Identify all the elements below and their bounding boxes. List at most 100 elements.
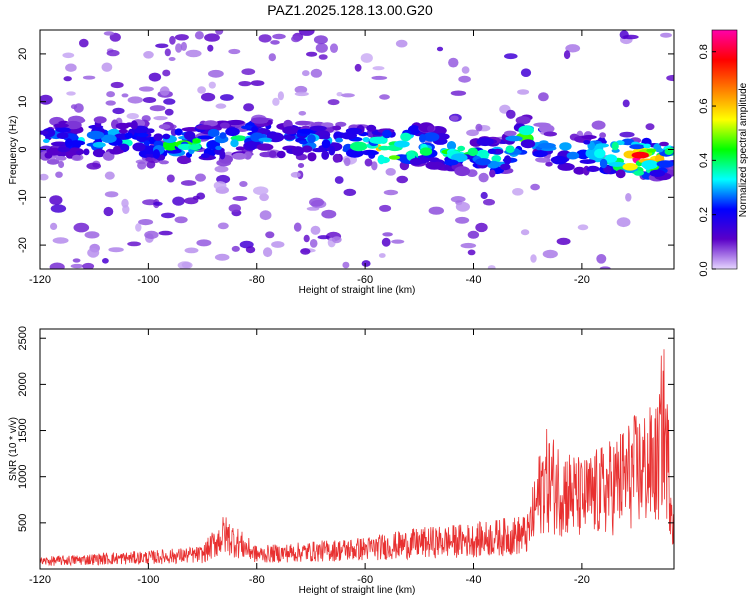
- snr-x-tick-label: -60: [357, 574, 373, 586]
- spectrogram-cell: [122, 205, 130, 214]
- spectrogram-cell: [451, 153, 468, 163]
- spectrogram-cell: [503, 155, 512, 165]
- spectrogram-cell: [467, 249, 476, 256]
- spectrogram-cell: [106, 91, 115, 98]
- snr-frame: [39, 328, 675, 570]
- spectrogram-cell: [258, 34, 272, 43]
- spectrogram-cell: [109, 148, 122, 155]
- spectrogram-cell: [475, 158, 491, 166]
- spectrogram-cell: [169, 35, 176, 45]
- spectrogram-cell: [174, 128, 183, 136]
- spectrogram-cell: [137, 161, 147, 170]
- spectrogram-cell: [263, 247, 273, 258]
- spectrogram-cell: [301, 145, 313, 153]
- spectrogram-cell: [566, 151, 580, 160]
- spectrogram-cell: [460, 242, 477, 249]
- spectrogram-cell: [450, 196, 466, 203]
- spectrogram-cell: [310, 68, 323, 78]
- spectrogram-cell: [203, 120, 218, 127]
- spectrogram-cell: [307, 134, 316, 144]
- spectrogram-cell: [241, 125, 254, 130]
- spectrogram-cell: [65, 151, 75, 159]
- colorbar-tick-label: 0.0: [698, 261, 710, 276]
- spectrogram-x-ticks: -120 -100 -80 -60 -40 -20: [29, 30, 590, 286]
- spectrogram-cell: [291, 146, 304, 157]
- spectrogram-cell: [142, 97, 157, 103]
- spectrogram-cell: [174, 216, 188, 224]
- spectrogram-cell: [321, 122, 334, 128]
- spectrogram-cell: [427, 125, 434, 133]
- spectrogram-cell: [40, 94, 53, 105]
- spectrogram-cell: [295, 120, 311, 126]
- spectrogram-y-axis-label: Frequency (Hz): [8, 116, 19, 185]
- spectrogram-cell: [65, 63, 77, 72]
- spectrogram-cell: [83, 148, 90, 156]
- spectrogram-cell: [619, 131, 635, 138]
- snr-y-tick-label: 1500: [17, 418, 29, 442]
- spectrogram-cell: [423, 132, 440, 142]
- spectrogram-cell: [241, 68, 256, 75]
- spectrogram-cell: [350, 141, 368, 152]
- spectrogram-cell: [520, 68, 532, 77]
- spectrogram-cell: [354, 63, 362, 72]
- spectrogram-cell: [259, 210, 272, 221]
- spectrogram-cell: [231, 245, 240, 252]
- spectrogram-cell: [251, 126, 259, 133]
- spectrogram-cell: [444, 159, 459, 166]
- spectrogram-cell: [155, 43, 169, 49]
- spectrogram-cell: [379, 94, 390, 100]
- spectrogram-cell: [581, 135, 597, 140]
- spectrogram-cell: [40, 130, 49, 135]
- spectrogram-cell: [542, 249, 558, 259]
- spectrogram-cell: [298, 111, 307, 116]
- spectrogram-y-tick-label: -20: [17, 237, 29, 253]
- spectrogram-cell: [103, 31, 115, 36]
- spectrogram-cell: [448, 57, 459, 68]
- spectrogram-cell: [321, 150, 330, 160]
- spectrogram-cell: [215, 145, 222, 151]
- spectrogram-cell: [366, 150, 379, 156]
- spectrogram-cell: [504, 53, 518, 60]
- spectrogram-cell: [611, 141, 619, 151]
- spectrogram-cell: [108, 247, 124, 253]
- spectrogram-cell: [343, 188, 357, 196]
- spectrogram-cell: [112, 107, 125, 115]
- spectrogram-cell: [396, 175, 409, 184]
- spectrogram-cell: [625, 193, 632, 202]
- spectrogram-cell: [595, 143, 609, 148]
- spectrogram-cell: [517, 89, 530, 95]
- colorbar-tick-label: 0.6: [698, 98, 710, 113]
- colorbar-gradient: [712, 30, 737, 269]
- spectrogram-cell: [174, 34, 189, 41]
- spectrogram-cell: [419, 147, 433, 156]
- spectrogram-cell: [235, 146, 245, 151]
- spectrogram-cell: [58, 160, 65, 169]
- spectrogram-cell: [57, 146, 71, 153]
- spectrogram-cell: [226, 119, 245, 126]
- snr-y-ticks: 500 1000 1500 2000 2500: [17, 326, 674, 532]
- spectrogram-cell: [188, 144, 202, 151]
- spectrogram-cell: [148, 72, 162, 82]
- spectrogram-cell: [300, 248, 311, 255]
- spectrogram-cell: [138, 86, 154, 92]
- spectrogram-cell: [53, 123, 69, 128]
- spectrogram-cell: [50, 204, 67, 213]
- spectrogram-cell: [124, 132, 133, 139]
- spectrogram-cell: [656, 160, 674, 168]
- spectrogram-cell: [622, 99, 630, 108]
- spectrogram-cell: [164, 48, 171, 57]
- spectrogram-cell: [204, 33, 220, 42]
- spectrogram-cell: [467, 147, 479, 157]
- spectrogram-cell: [70, 263, 84, 269]
- spectrogram-cell: [535, 157, 548, 163]
- spectrogram-cell: [298, 140, 308, 145]
- spectrogram-cell: [144, 230, 159, 239]
- spectrogram-cell: [72, 154, 82, 161]
- spectrogram-cell: [309, 239, 318, 248]
- spectrogram-cell: [583, 140, 591, 145]
- spectrogram-cell: [322, 134, 330, 140]
- spectrogram-cell: [73, 222, 90, 233]
- spectrogram-cell: [343, 157, 351, 167]
- spectrogram-cell: [383, 189, 399, 196]
- snr-x-ticks: -120 -100 -80 -60 -40 -20: [29, 329, 590, 586]
